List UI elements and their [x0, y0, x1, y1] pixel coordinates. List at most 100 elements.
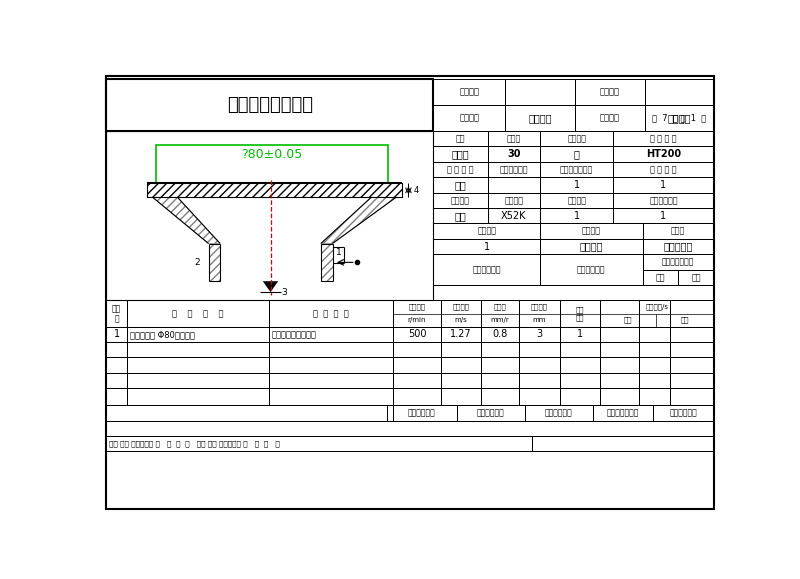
Text: 进给量: 进给量: [494, 304, 506, 310]
Bar: [482, 389, 518, 405]
Bar: [518, 327, 559, 342]
Bar: [269, 327, 393, 342]
Bar: [518, 357, 559, 373]
Text: 零件图号: 零件图号: [600, 87, 620, 96]
Bar: [670, 327, 714, 342]
Bar: [209, 244, 220, 281]
Polygon shape: [153, 197, 220, 244]
Bar: [127, 342, 269, 357]
Text: 1.27: 1.27: [450, 329, 472, 339]
Bar: [482, 301, 518, 327]
Bar: [106, 131, 434, 301]
Text: 校对（日期）: 校对（日期）: [477, 408, 505, 417]
Text: 工序工时（分）: 工序工时（分）: [662, 258, 694, 266]
Text: 3: 3: [282, 288, 287, 296]
Text: 工序名称: 工序名称: [567, 134, 586, 143]
Bar: [670, 389, 714, 405]
Bar: [670, 342, 714, 357]
Bar: [269, 389, 393, 405]
Bar: [393, 357, 441, 373]
Bar: [106, 436, 533, 452]
Text: 水泵叶轮: 水泵叶轮: [529, 113, 552, 123]
Bar: [269, 373, 393, 389]
Text: mm: mm: [532, 317, 546, 323]
Text: 标准化（日期）: 标准化（日期）: [607, 408, 639, 417]
Bar: [575, 79, 645, 105]
Text: 准终: 准终: [655, 273, 665, 282]
Text: 工位器具编号: 工位器具编号: [473, 265, 501, 274]
Text: 工步工时/s: 工步工时/s: [646, 304, 668, 310]
Bar: [127, 389, 269, 405]
Bar: [127, 327, 269, 342]
Bar: [434, 239, 540, 254]
Text: X52K: X52K: [501, 211, 526, 221]
Text: 工序号: 工序号: [506, 134, 521, 143]
Bar: [393, 389, 441, 405]
Bar: [600, 342, 638, 357]
Text: 工步
号: 工步 号: [112, 304, 122, 323]
Bar: [645, 79, 714, 105]
Text: 会签（日期）: 会签（日期）: [670, 408, 698, 417]
Bar: [487, 177, 540, 193]
Bar: [638, 357, 670, 373]
Text: 零件名称: 零件名称: [600, 113, 620, 123]
Bar: [434, 162, 487, 177]
Bar: [533, 436, 714, 452]
Bar: [642, 223, 714, 239]
Bar: [482, 373, 518, 389]
Bar: [670, 357, 714, 373]
Text: 单件: 单件: [691, 273, 701, 282]
Bar: [559, 301, 600, 327]
Text: 同时加工件数: 同时加工件数: [649, 196, 678, 205]
Text: 铣: 铣: [574, 149, 579, 159]
Text: 专用夹具: 专用夹具: [579, 241, 603, 252]
Text: HT200: HT200: [646, 149, 681, 159]
Text: 1: 1: [336, 248, 342, 257]
Bar: [269, 301, 393, 327]
Bar: [434, 105, 506, 131]
Bar: [393, 301, 441, 327]
Text: 夹具编号: 夹具编号: [478, 227, 496, 236]
Text: 30: 30: [507, 149, 521, 159]
Text: 机械加工工序卡片: 机械加工工序卡片: [227, 96, 314, 114]
Text: 1: 1: [484, 241, 490, 252]
Bar: [457, 405, 525, 420]
Bar: [269, 357, 393, 373]
Bar: [638, 327, 670, 342]
Text: 500: 500: [408, 329, 426, 339]
Text: 1: 1: [574, 180, 580, 190]
Bar: [600, 327, 638, 342]
Polygon shape: [146, 184, 402, 197]
Text: 工    步    内    容: 工 步 内 容: [172, 309, 224, 318]
Bar: [321, 244, 333, 281]
Bar: [487, 131, 540, 146]
Bar: [482, 342, 518, 357]
Text: 0.8: 0.8: [492, 329, 507, 339]
Bar: [638, 342, 670, 357]
Bar: [670, 301, 714, 327]
Bar: [393, 327, 441, 342]
Bar: [106, 79, 434, 131]
Bar: [525, 405, 593, 420]
Text: 粗铣、精铣 Φ80底部端面: 粗铣、精铣 Φ80底部端面: [130, 330, 195, 339]
Bar: [613, 208, 714, 223]
Bar: [106, 389, 127, 405]
Bar: [642, 239, 714, 254]
Bar: [540, 208, 613, 223]
Text: 设备编号: 设备编号: [567, 196, 586, 205]
Bar: [559, 327, 600, 342]
Text: 2: 2: [195, 258, 201, 267]
Bar: [642, 270, 678, 285]
Bar: [269, 342, 393, 357]
Text: ?80±0.05: ?80±0.05: [242, 148, 302, 162]
Text: 工位器具名称: 工位器具名称: [577, 265, 606, 274]
Text: 水泵叶轮: 水泵叶轮: [667, 113, 691, 123]
Text: 毛坯外形尺寸: 毛坯外形尺寸: [499, 165, 528, 174]
Text: 产品型号: 产品型号: [459, 87, 479, 96]
Polygon shape: [262, 281, 278, 292]
Text: 工  艺  装  备: 工 艺 装 备: [313, 309, 349, 318]
Text: 车间: 车间: [456, 134, 465, 143]
Text: 铣床: 铣床: [454, 211, 466, 221]
Bar: [540, 193, 613, 208]
Bar: [393, 342, 441, 357]
